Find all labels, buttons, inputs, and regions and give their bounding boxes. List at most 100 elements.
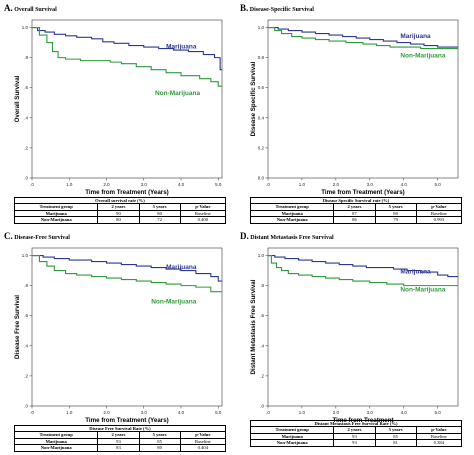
x-tick-label: .0: [266, 182, 270, 187]
table-caption: Overall survival rate (%): [14, 196, 226, 205]
table-row: Marijuana 90 80 Baseline: [13, 209, 227, 218]
cell-group: Marijuana: [249, 432, 335, 441]
series-label-marijuana: Marijuana: [166, 44, 197, 51]
table-caption: Disease Free Survival Rate (%): [14, 424, 226, 433]
y-axis-label: Distant Metastasis Free Survival: [250, 279, 257, 374]
y-axis-label: Overall Survival: [14, 75, 21, 122]
table-row: Non-Marijuana 93 81 0.384: [249, 439, 463, 447]
y-tick-label: .6: [260, 313, 264, 318]
x-tick-label: 3.0: [367, 410, 374, 415]
cell-group: Marijuana: [13, 209, 99, 218]
km-plot-disease-free-survival: .0 1.0 2.0 3.0 4.0 5.0 .0 .2 .4 .6 .8 1.0 Time from …: [14, 247, 223, 424]
panel-title-text: Distant Metastasis Free Survival: [250, 235, 334, 241]
x-tick-label: 1.0: [299, 182, 306, 187]
y-axis-label: Disease Specific Survival: [250, 61, 257, 136]
y-tick-label: .8: [24, 283, 28, 288]
table-row: Non-Marijuana 80 72 0.400: [13, 216, 227, 224]
y-tick-label: .2: [24, 145, 28, 150]
y-tick-label: .4: [24, 343, 28, 348]
cell-p-value: 0.993: [415, 216, 463, 224]
series-label-non-marijuana: Non-Marijuana: [400, 287, 446, 294]
x-tick-label: 4.0: [178, 182, 185, 187]
plot-frame: [31, 19, 223, 179]
y-tick-label: .0: [24, 404, 28, 409]
x-axis-label: Time from Treatment (Years): [321, 189, 404, 196]
panel-letter: B.: [240, 3, 249, 13]
table-row: Non-Marijuana 86 79 0.993: [249, 216, 463, 224]
cell-p-value: Baseline: [179, 437, 227, 446]
cell-group: Non-Marijuana: [249, 439, 335, 447]
survival-table-distant-metastasis: Distant Metastasis Free Survival Rate (%…: [249, 419, 463, 447]
series-label-marijuana: Marijuana: [166, 264, 197, 271]
header-p-value: p-Value: [179, 203, 227, 211]
y-tick-label: .4: [260, 343, 264, 348]
cell-2-years: 93: [333, 439, 376, 447]
header-p-value: p-Value: [415, 203, 463, 211]
y-tick-label: 0.6: [258, 85, 265, 90]
header-p-value: p-Value: [415, 426, 463, 434]
x-tick-label: 4.0: [401, 410, 408, 415]
header-p-value: p-Value: [179, 431, 227, 439]
series-line-marijuana: [268, 26, 458, 48]
cell-5-years: 79: [374, 216, 417, 224]
header-treatment-group: Treatment group: [249, 203, 335, 211]
panel-letter: C.: [4, 231, 13, 241]
y-tick-label: 0.8: [258, 55, 265, 60]
series-label-non-marijuana: Non-Marijuana: [151, 299, 197, 306]
cell-5-years: 72: [138, 216, 181, 224]
table-row: Non-Marijuana 83 80 0.404: [13, 444, 227, 452]
y-tick-label: 1.0: [22, 253, 29, 258]
cell-2-years: 86: [333, 216, 376, 224]
table-row: Marijuana 93 85 Baseline: [249, 432, 463, 441]
y-tick-label: .6: [24, 313, 28, 318]
series-line-non-marijuana: [32, 26, 222, 87]
series-label-non-marijuana: Non-Marijuana: [155, 90, 201, 97]
panel-title: B. Disease-Specific Survival: [240, 3, 314, 13]
series-line-non-marijuana: [268, 26, 458, 50]
cell-p-value: 0.400: [179, 216, 227, 224]
y-tick-label: .4: [24, 115, 28, 120]
x-tick-label: 5.0: [435, 410, 442, 415]
panel-disease-specific-survival: B. Disease-Specific Survival .0 1.0 2.0 3.0…: [238, 2, 468, 224]
cell-group: Marijuana: [13, 437, 99, 446]
survival-table-overall: Overall survival rate (%) Treatment grou…: [13, 196, 227, 224]
panel-title-text: Disease-Free Survival: [14, 235, 70, 241]
x-axis-label: Time from Treatment (Years): [85, 417, 168, 424]
cell-2-years: 83: [97, 444, 140, 452]
x-tick-label: 2.0: [333, 182, 340, 187]
x-axis-label: Time from Treatment (Years): [85, 189, 168, 196]
x-tick-label: 4.0: [178, 410, 185, 415]
series-label-marijuana: Marijuana: [400, 269, 431, 276]
x-tick-label: 5.0: [215, 410, 222, 415]
cell-group: Non-Marijuana: [13, 444, 99, 452]
panel-overall-survival: A. Overall Survival .0 1.0 2.0 3.0 4.0 5.0 .0.…: [2, 2, 232, 224]
y-tick-label: 0.0: [258, 176, 265, 181]
series-line-marijuana: [32, 26, 222, 71]
series-line-non-marijuana: [32, 254, 222, 293]
survival-table-disease-free: Disease Free Survival Rate (%) Treatment…: [13, 424, 227, 452]
panel-distant-metastasis-free-survival: D. Distant Metastasis Free Survival .0 1.…: [238, 230, 468, 452]
x-tick-label: 1.0: [299, 410, 306, 415]
x-tick-label: 4.0: [401, 182, 408, 187]
series-line-non-marijuana: [268, 254, 458, 287]
panel-letter: A.: [4, 3, 13, 13]
y-tick-label: .8: [24, 55, 28, 60]
x-tick-label: 1.0: [66, 182, 73, 187]
panel-title: C. Disease-Free Survival: [4, 231, 70, 241]
x-tick-label: 2.0: [333, 410, 340, 415]
header-treatment-group: Treatment group: [13, 431, 99, 439]
series-label-marijuana: Marijuana: [400, 33, 431, 40]
plot-frame: [31, 247, 223, 407]
km-plot-disease-specific-survival: .0 1.0 2.0 3.0 4.0 5.0 0.0 0.2 0.4 0.6 0.8 1.0 Time …: [250, 19, 459, 196]
y-tick-label: .2: [260, 373, 264, 378]
panel-title: D. Distant Metastasis Free Survival: [240, 231, 334, 241]
y-tick-label: 0.4: [258, 115, 265, 120]
x-tick-label: 3.0: [141, 410, 148, 415]
y-tick-label: 1.0: [258, 253, 265, 258]
header-treatment-group: Treatment group: [249, 426, 335, 434]
y-tick-label: 1.0: [258, 25, 265, 30]
cell-p-value: Baseline: [179, 209, 227, 218]
y-tick-label: .0: [24, 176, 28, 181]
cell-group: Marijuana: [249, 209, 335, 218]
